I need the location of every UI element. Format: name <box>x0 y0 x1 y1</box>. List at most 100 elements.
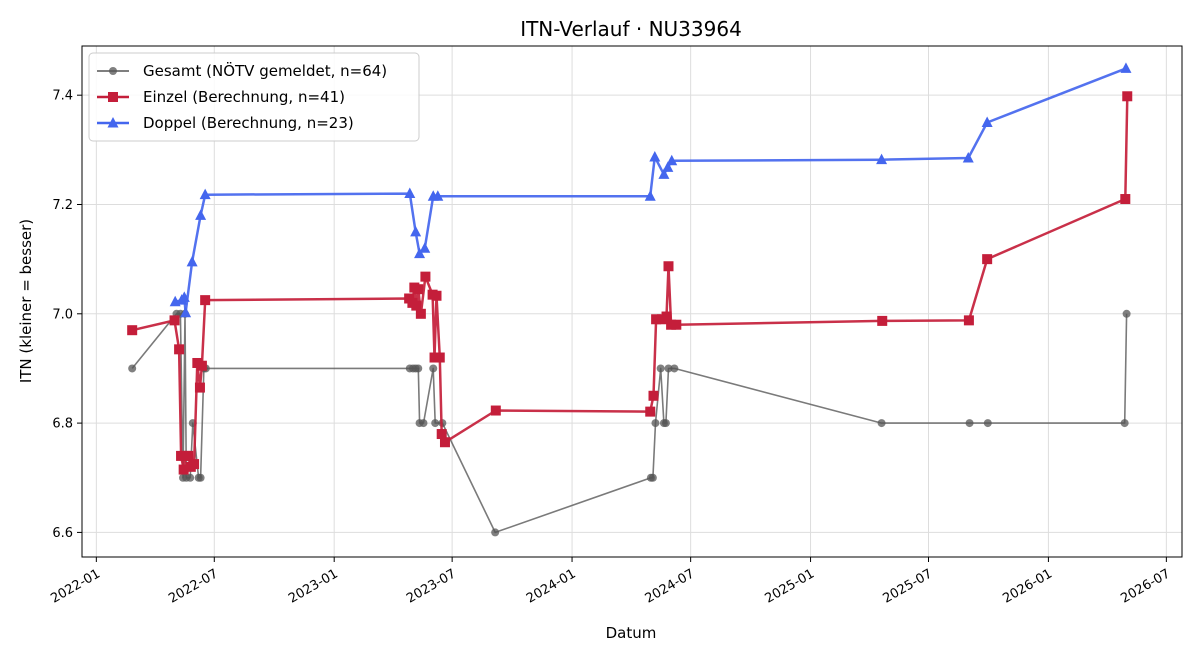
data-point-einzel <box>963 315 974 326</box>
x-tick-label: 2022-07 <box>166 566 221 606</box>
x-tick-label: 2022-01 <box>48 566 103 606</box>
data-point-gesamt <box>414 364 423 373</box>
data-point-gesamt <box>656 364 665 373</box>
data-point-einzel <box>169 315 180 326</box>
data-point-einzel <box>174 344 185 355</box>
data-point-gesamt <box>429 364 438 373</box>
legend-label-einzel: Einzel (Berechnung, n=41) <box>143 88 345 106</box>
data-point-einzel <box>645 406 656 417</box>
legend-marker-gesamt <box>109 67 117 75</box>
data-point-doppel <box>414 247 426 259</box>
legend-box <box>88 52 420 142</box>
data-point-einzel <box>651 314 662 325</box>
data-point-doppel <box>981 116 993 128</box>
data-point-einzel <box>127 325 138 336</box>
data-point-einzel <box>666 319 677 330</box>
data-point-einzel <box>415 308 426 319</box>
data-point-gesamt <box>196 473 205 482</box>
data-point-gesamt <box>128 364 137 373</box>
x-tick-label: 2023-07 <box>404 566 459 606</box>
y-tick-label: 7.2 <box>52 198 73 213</box>
data-point-doppel <box>666 154 678 166</box>
series-line-doppel <box>174 67 1127 314</box>
data-point-gesamt <box>419 419 428 428</box>
data-point-einzel <box>413 284 424 295</box>
data-point-doppel <box>419 242 431 253</box>
legend: Gesamt (NÖTV gemeldet, n=64) Einzel (Bere… <box>88 52 420 142</box>
data-point-gesamt <box>651 419 660 428</box>
x-tick-label: 2023-01 <box>286 566 341 606</box>
data-point-einzel <box>420 271 431 282</box>
data-point-doppel <box>644 190 656 201</box>
chart-title: ITN-Verlauf · NU33964 <box>520 17 742 41</box>
data-point-doppel <box>662 161 674 172</box>
x-tick-label: 2026-07 <box>1118 566 1173 606</box>
data-point-einzel <box>434 352 445 363</box>
data-point-doppel <box>876 153 888 165</box>
data-point-einzel <box>411 300 422 311</box>
data-point-einzel <box>661 311 672 322</box>
data-point-gesamt <box>491 528 500 537</box>
data-point-gesamt <box>664 364 673 373</box>
plot-frame <box>81 45 1183 558</box>
data-point-einzel <box>429 352 440 363</box>
y-axis-label: ITN (kleiner = besser) <box>17 219 35 383</box>
y-tick-label: 6.6 <box>52 526 73 541</box>
data-point-gesamt <box>670 364 679 373</box>
data-point-einzel <box>663 261 674 272</box>
data-point-doppel <box>199 188 211 200</box>
x-tick-label: 2025-07 <box>880 566 935 606</box>
legend-marker-doppel <box>107 117 119 128</box>
data-point-doppel <box>962 152 974 163</box>
plot-series <box>127 62 1133 537</box>
data-point-einzel <box>671 319 682 330</box>
data-point-gesamt <box>186 473 195 482</box>
data-point-einzel <box>178 464 189 475</box>
x-axis-label: Datum <box>606 624 657 642</box>
data-point-einzel <box>436 429 447 440</box>
x-tick-label: 2026-01 <box>1000 566 1055 606</box>
data-point-gesamt <box>983 419 992 428</box>
x-tick-label: 2024-07 <box>643 566 698 606</box>
data-point-doppel <box>410 225 422 237</box>
series-einzel <box>127 91 1133 475</box>
data-point-doppel <box>180 306 192 318</box>
data-point-einzel <box>439 437 450 448</box>
data-point-doppel <box>432 190 444 201</box>
legend-label-gesamt: Gesamt (NÖTV gemeldet, n=64) <box>143 61 387 80</box>
y-axis-ticks: 6.6 6.8 7.0 7.2 7.4 <box>52 89 82 541</box>
data-point-einzel <box>648 390 659 401</box>
data-point-gesamt <box>877 419 886 428</box>
data-point-doppel <box>186 255 198 267</box>
data-point-gesamt <box>431 419 440 428</box>
data-point-einzel <box>200 295 211 306</box>
series-line-einzel <box>131 96 1129 471</box>
data-point-einzel <box>196 360 207 371</box>
grid-lines <box>82 46 1182 557</box>
data-point-doppel <box>658 168 670 179</box>
data-point-doppel <box>649 150 661 162</box>
data-point-einzel <box>490 405 501 416</box>
data-point-doppel <box>1120 62 1132 73</box>
data-point-einzel <box>1122 91 1133 102</box>
x-tick-label: 2024-01 <box>524 566 579 606</box>
data-point-doppel <box>195 209 207 220</box>
data-point-einzel <box>189 459 200 470</box>
x-axis-ticks: 2022-01 2022-07 2023-01 2023-07 2024-01 2024-… <box>48 557 1173 607</box>
x-tick-label: 2025-01 <box>763 566 818 606</box>
y-tick-label: 7.4 <box>52 89 73 104</box>
data-point-einzel <box>183 450 194 461</box>
data-point-doppel <box>178 291 190 302</box>
data-point-gesamt <box>648 473 657 482</box>
y-tick-label: 7.0 <box>52 307 73 322</box>
legend-marker-einzel <box>108 92 118 102</box>
series-doppel <box>169 62 1132 318</box>
data-point-einzel <box>1120 194 1131 205</box>
legend-label-doppel: Doppel (Berechnung, n=23) <box>143 114 354 132</box>
data-point-einzel <box>982 254 993 265</box>
data-point-doppel <box>404 187 416 199</box>
data-point-einzel <box>877 315 888 326</box>
data-point-gesamt <box>1122 309 1131 318</box>
data-point-gesamt <box>1120 419 1129 428</box>
